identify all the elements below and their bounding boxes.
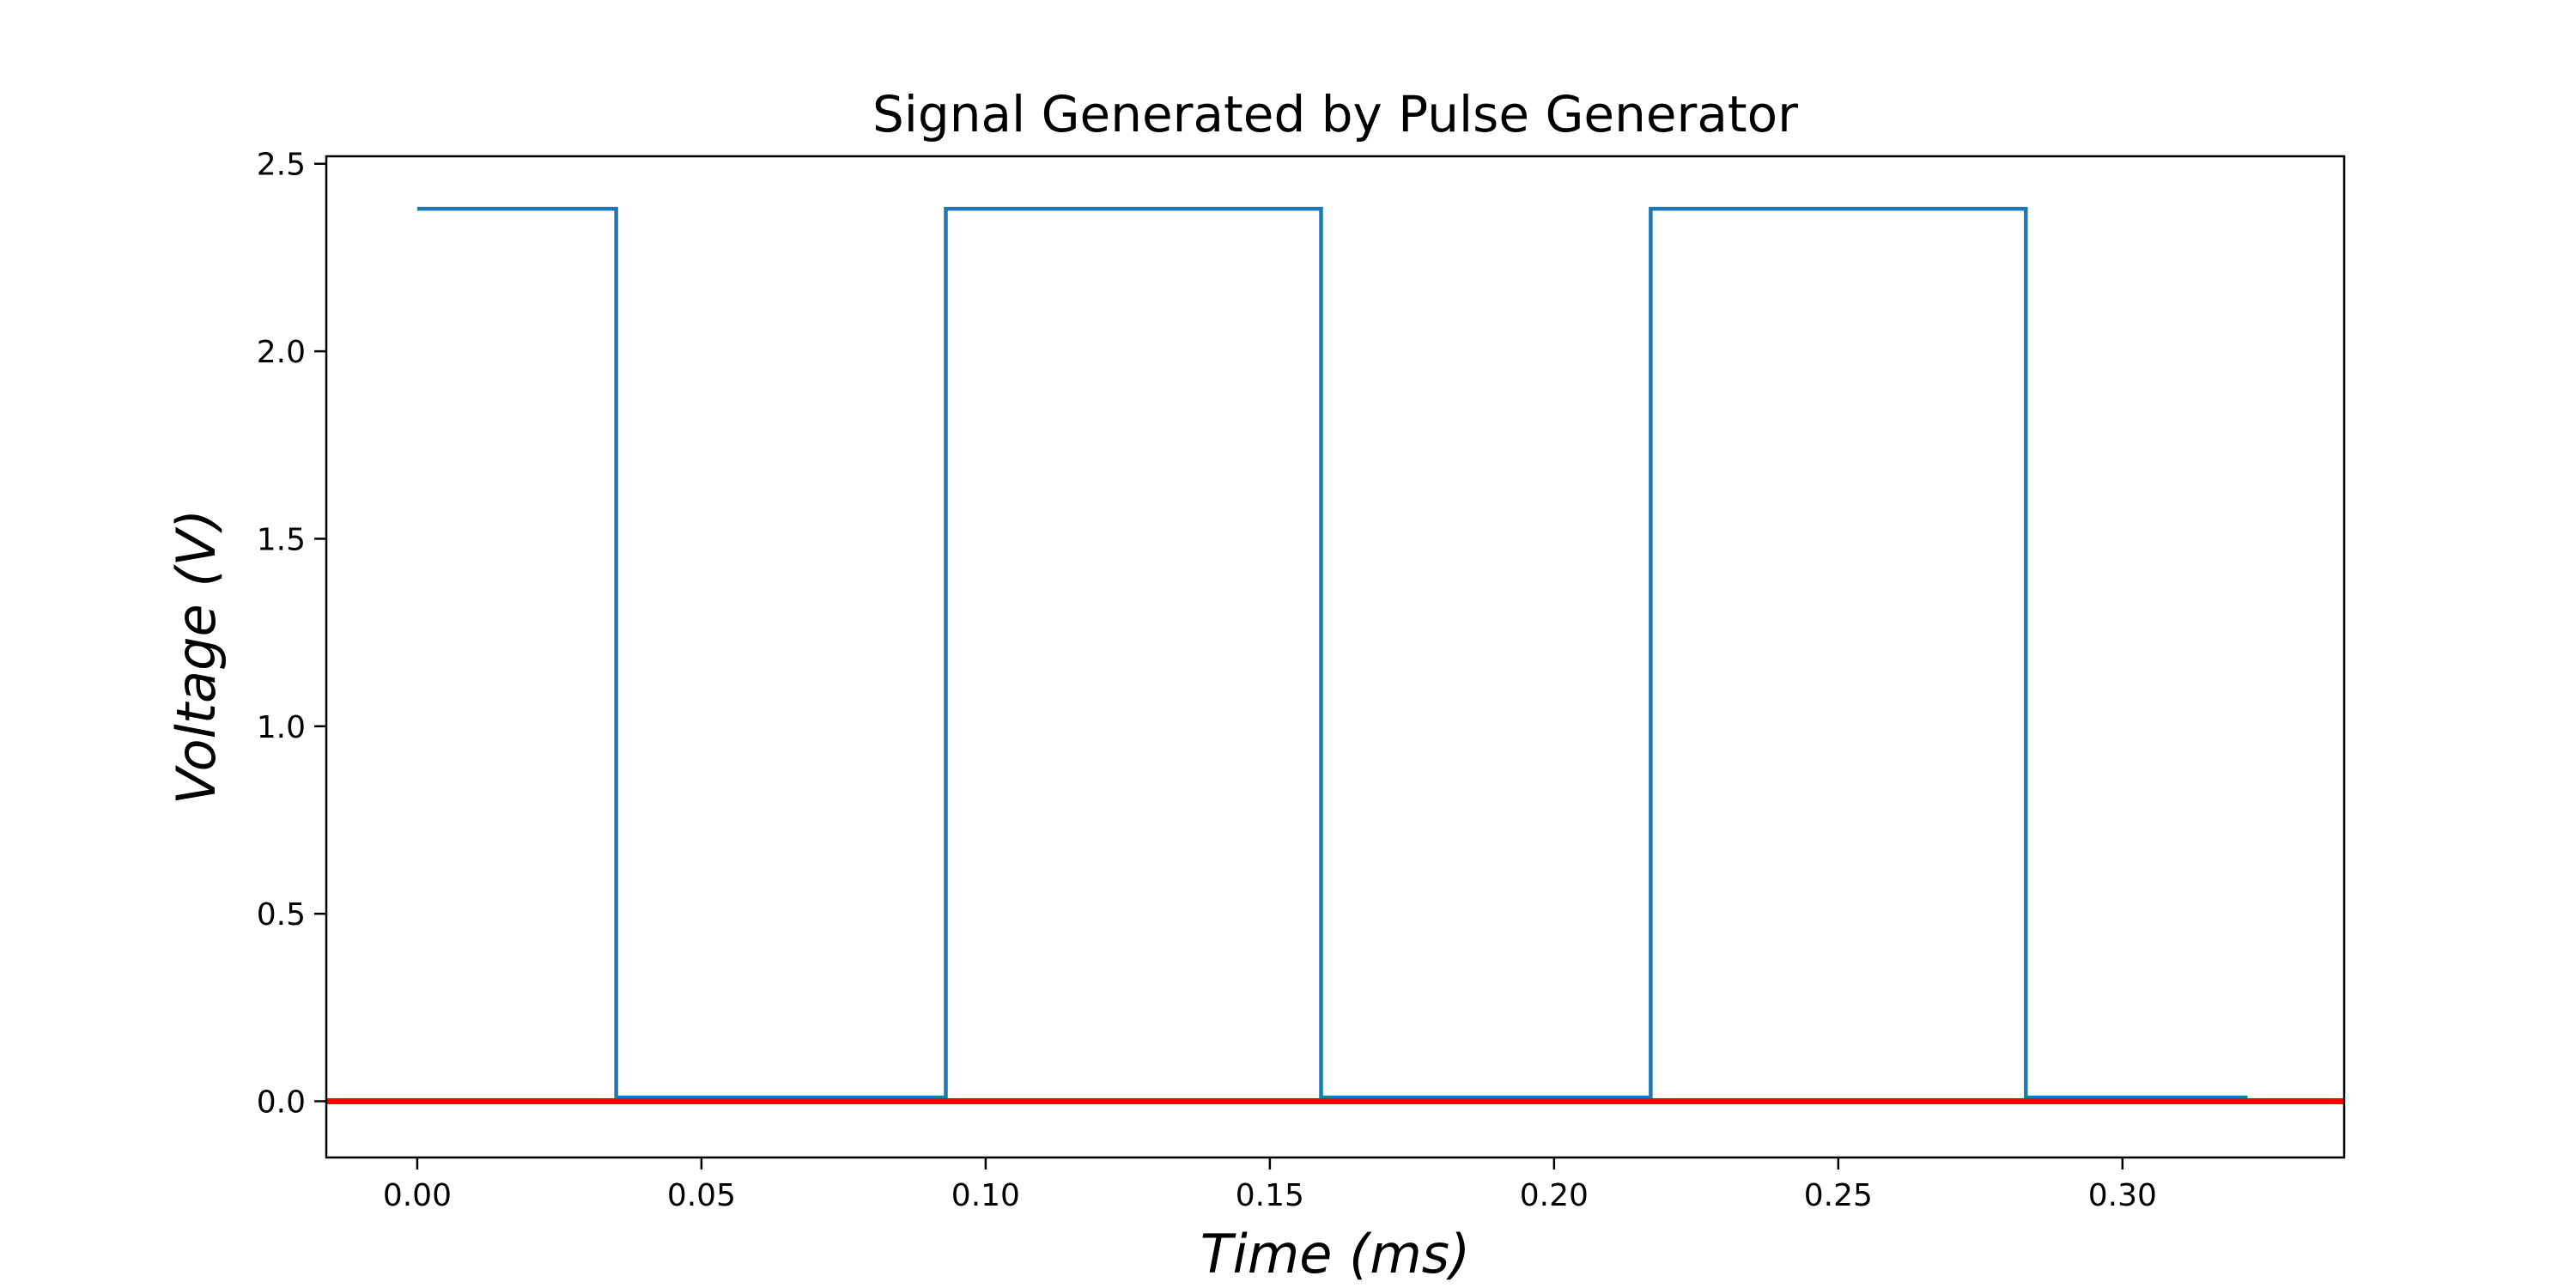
plot-area xyxy=(326,156,2344,1157)
y-tick-label: 0.5 xyxy=(257,897,306,933)
series-layer xyxy=(416,206,2248,1100)
y-tick-label: 0.0 xyxy=(257,1084,306,1120)
y-axis-label: Voltage (V) xyxy=(165,509,228,805)
plot-frame xyxy=(325,155,2346,1159)
x-tick-label: 0.30 xyxy=(2088,1178,2157,1213)
x-axis: 0.00 0.05 0.10 0.15 0.20 0.25 0.30 xyxy=(383,1157,2157,1213)
x-tick-label: 0.15 xyxy=(1236,1178,1304,1213)
y-tick-label: 1.5 xyxy=(257,522,306,557)
y-axis: 0.0 0.5 1.0 1.5 2.0 2.5 xyxy=(257,148,326,1120)
chart-title: Signal Generated by Pulse Generator xyxy=(872,85,1798,143)
x-tick-label: 0.20 xyxy=(1520,1178,1589,1213)
x-tick-label: 0.05 xyxy=(667,1178,736,1213)
x-tick-label: 0.10 xyxy=(951,1178,1020,1213)
y-tick-label: 1.0 xyxy=(257,710,306,745)
x-tick-label: 0.25 xyxy=(1804,1178,1873,1213)
y-tick-label: 2.0 xyxy=(257,335,306,370)
x-tick-label: 0.00 xyxy=(383,1178,452,1213)
x-axis-label: Time (ms) xyxy=(1200,1223,1470,1285)
series-line-0 xyxy=(416,206,2248,1100)
y-tick-label: 2.5 xyxy=(257,148,306,183)
